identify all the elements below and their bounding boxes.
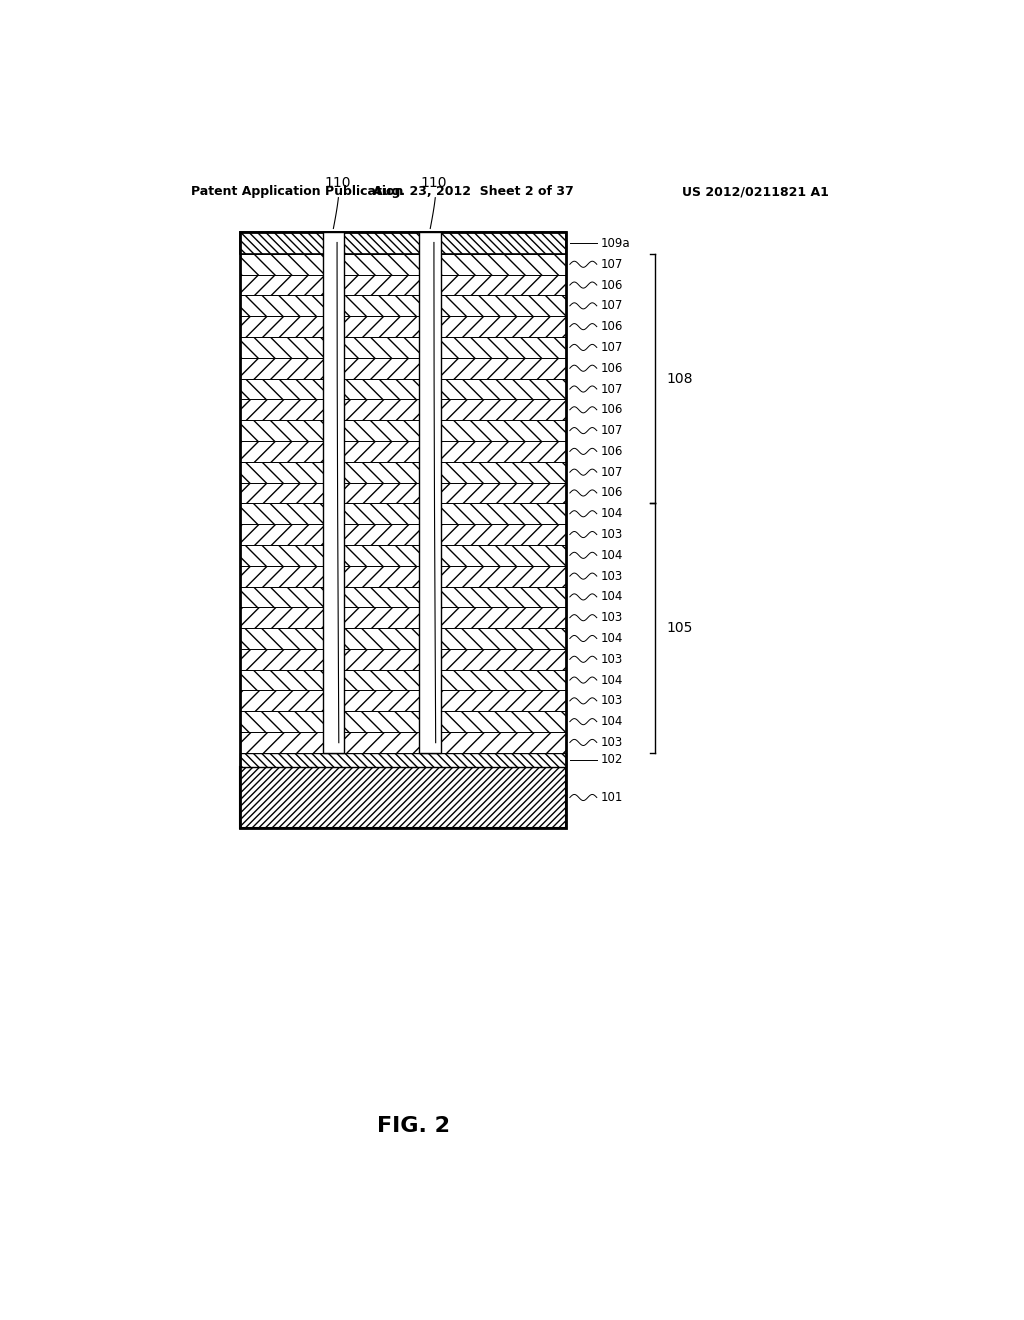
Text: 106: 106: [601, 279, 624, 292]
Text: US 2012/0211821 A1: US 2012/0211821 A1: [682, 185, 828, 198]
Bar: [241, 733, 566, 752]
Bar: [241, 317, 566, 337]
Text: 104: 104: [601, 590, 624, 603]
Text: Aug. 23, 2012  Sheet 2 of 37: Aug. 23, 2012 Sheet 2 of 37: [373, 185, 573, 198]
Text: 104: 104: [601, 549, 624, 562]
Text: 105: 105: [667, 622, 693, 635]
Text: 107: 107: [601, 424, 624, 437]
Text: 106: 106: [601, 404, 624, 416]
Text: 103: 103: [601, 570, 623, 582]
Text: 103: 103: [601, 694, 623, 708]
Text: 104: 104: [601, 673, 624, 686]
Bar: [241, 649, 566, 669]
Text: 103: 103: [601, 528, 623, 541]
Text: 103: 103: [601, 611, 623, 624]
Text: 104: 104: [601, 632, 624, 645]
Bar: [241, 232, 566, 829]
Bar: [241, 253, 566, 275]
Text: 107: 107: [601, 341, 624, 354]
Bar: [241, 400, 566, 420]
Text: 110: 110: [324, 176, 350, 190]
Text: 106: 106: [601, 321, 624, 333]
Bar: [241, 566, 566, 586]
Text: 108: 108: [667, 372, 693, 385]
Text: 107: 107: [601, 300, 624, 313]
Text: 103: 103: [601, 653, 623, 665]
Bar: [323, 232, 344, 752]
Bar: [241, 628, 566, 649]
Text: 104: 104: [601, 507, 624, 520]
Bar: [241, 711, 566, 733]
Bar: [241, 767, 566, 829]
Bar: [241, 420, 566, 441]
Text: 102: 102: [601, 754, 624, 767]
Bar: [241, 669, 566, 690]
Bar: [241, 337, 566, 358]
Text: Patent Application Publication: Patent Application Publication: [191, 185, 403, 198]
Bar: [241, 296, 566, 317]
Text: 107: 107: [601, 466, 624, 479]
Text: 110: 110: [421, 176, 447, 190]
Text: 103: 103: [601, 737, 623, 748]
Bar: [241, 358, 566, 379]
Bar: [241, 483, 566, 503]
Bar: [241, 379, 566, 400]
Bar: [241, 586, 566, 607]
Bar: [241, 690, 566, 711]
Text: 104: 104: [601, 715, 624, 729]
Text: 107: 107: [601, 257, 624, 271]
Text: FIG. 2: FIG. 2: [377, 1115, 451, 1137]
Bar: [241, 441, 566, 462]
Bar: [241, 232, 566, 253]
Text: 106: 106: [601, 362, 624, 375]
Bar: [420, 232, 441, 752]
Bar: [241, 275, 566, 296]
Bar: [241, 524, 566, 545]
Text: 106: 106: [601, 487, 624, 499]
Bar: [241, 545, 566, 566]
Bar: [241, 752, 566, 767]
Text: 106: 106: [601, 445, 624, 458]
Bar: [241, 462, 566, 483]
Text: 109a: 109a: [601, 236, 631, 249]
Bar: [241, 503, 566, 524]
Bar: [241, 607, 566, 628]
Text: 107: 107: [601, 383, 624, 396]
Text: 101: 101: [601, 791, 624, 804]
